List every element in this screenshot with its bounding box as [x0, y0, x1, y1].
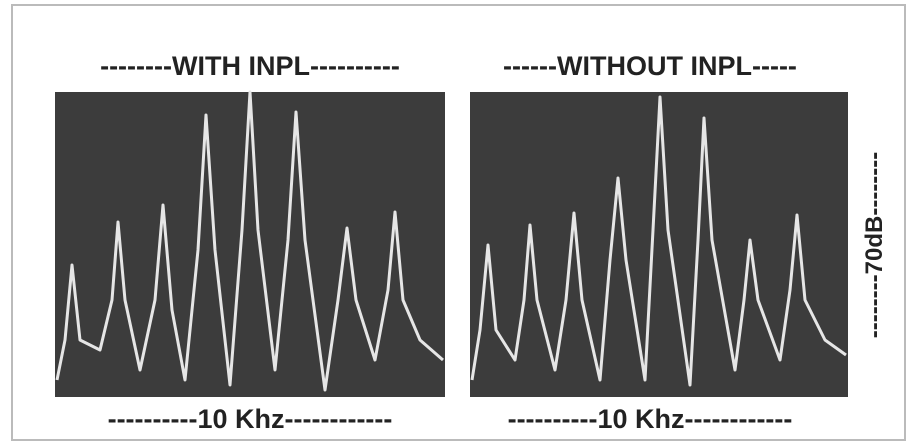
- left-title: --------WITH INPL----------: [100, 51, 400, 81]
- y-label: --------70dB--------: [861, 152, 888, 339]
- right-trace: [470, 95, 847, 387]
- right-title: ------WITHOUT INPL-----: [503, 51, 797, 81]
- left-trace: [55, 90, 444, 392]
- left-screen: [55, 92, 445, 397]
- right-x-label: ----------10 Khz------------: [508, 404, 793, 434]
- left-x-label: ----------10 Khz------------: [108, 404, 393, 434]
